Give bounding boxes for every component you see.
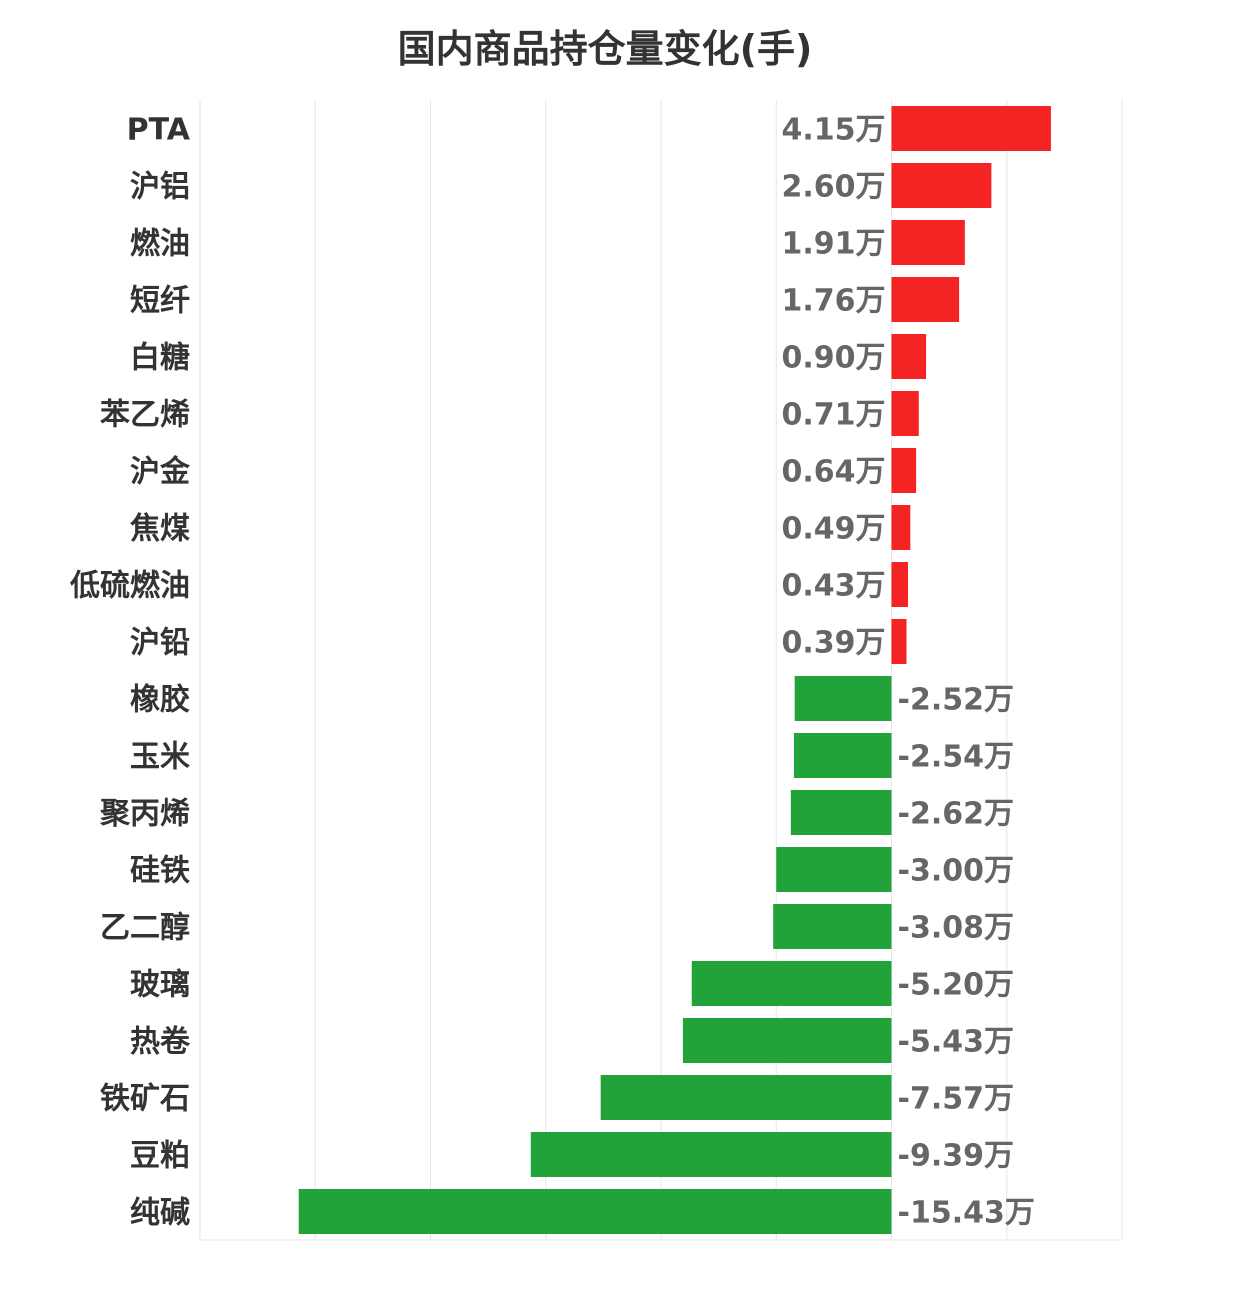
value-label: -2.52万 [898, 683, 1014, 718]
bar-1 [891, 106, 1051, 151]
value-label: 0.49万 [781, 512, 885, 547]
value-label: 0.43万 [781, 569, 885, 604]
bar-12 [793, 733, 892, 778]
bar-13 [790, 790, 892, 835]
value-label: 0.90万 [781, 341, 885, 376]
category-label: 焦煤 [130, 512, 190, 547]
value-label: 0.64万 [781, 455, 885, 490]
category-label: 白糖 [130, 341, 190, 376]
category-label: 橡胶 [130, 683, 190, 718]
category-label: 豆粕 [130, 1139, 190, 1174]
chart-title: 国内商品持仓量变化(手) [397, 27, 813, 71]
category-label: 硅铁 [130, 854, 190, 889]
category-label: 纯碱 [130, 1196, 190, 1231]
category-label: 苯乙烯 [100, 398, 190, 433]
bar-14 [776, 847, 892, 892]
bars [298, 106, 1051, 1234]
category-label: 沪铅 [130, 626, 190, 661]
bar-2 [891, 163, 992, 208]
category-label: 热卷 [130, 1025, 191, 1060]
bar-5 [891, 334, 927, 379]
value-label: 1.91万 [781, 227, 885, 262]
category-label: 短纤 [130, 284, 190, 319]
value-label: 4.15万 [781, 113, 885, 148]
value-label: 2.60万 [781, 170, 885, 205]
category-label: 乙二醇 [100, 911, 190, 946]
value-label: -3.00万 [898, 854, 1014, 889]
bar-9 [891, 562, 909, 607]
value-label: 1.76万 [781, 284, 885, 319]
bar-6 [891, 391, 919, 436]
bar-19 [530, 1132, 892, 1177]
value-label: 0.39万 [781, 626, 885, 661]
bar-4 [891, 277, 960, 322]
value-label: -7.57万 [898, 1082, 1014, 1117]
bar-10 [891, 619, 907, 664]
value-label: -15.43万 [898, 1196, 1035, 1231]
category-label: 低硫燃油 [69, 569, 190, 604]
category-label: 燃油 [130, 227, 190, 262]
value-label: -3.08万 [898, 911, 1014, 946]
category-label: PTA [127, 113, 191, 148]
bar-15 [773, 904, 892, 949]
category-label: 沪铝 [130, 170, 190, 205]
bar-11 [794, 676, 892, 721]
value-label: -2.62万 [898, 797, 1014, 832]
category-label: 玻璃 [130, 968, 190, 1003]
value-label: -5.20万 [898, 968, 1014, 1003]
gridlines [199, 100, 1123, 1241]
bar-7 [891, 448, 917, 493]
bar-16 [691, 961, 892, 1006]
category-label: 玉米 [130, 740, 190, 775]
category-label: 聚丙烯 [99, 797, 190, 832]
bar-20 [298, 1189, 892, 1234]
value-label: -9.39万 [898, 1139, 1014, 1174]
bar-17 [682, 1018, 892, 1063]
value-label: -2.54万 [898, 740, 1014, 775]
bar-8 [891, 505, 911, 550]
bar-18 [600, 1075, 892, 1120]
bar-3 [891, 220, 965, 265]
value-label: -5.43万 [898, 1025, 1014, 1060]
value-label: 0.71万 [781, 398, 885, 433]
category-label: 铁矿石 [100, 1082, 190, 1117]
category-label: 沪金 [130, 455, 191, 490]
